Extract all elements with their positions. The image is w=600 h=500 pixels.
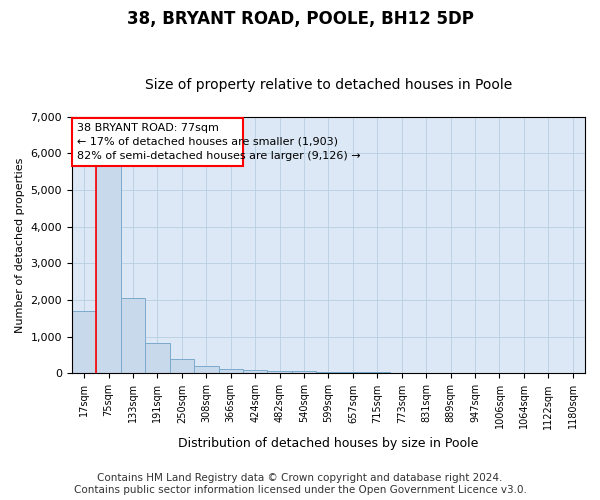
Text: ← 17% of detached houses are smaller (1,903): ← 17% of detached houses are smaller (1,… bbox=[77, 137, 338, 147]
Bar bbox=[72, 311, 97, 374]
Bar bbox=[341, 372, 365, 374]
Bar bbox=[316, 372, 341, 374]
FancyBboxPatch shape bbox=[72, 118, 243, 166]
Bar bbox=[145, 343, 170, 374]
Bar bbox=[365, 372, 389, 374]
Title: Size of property relative to detached houses in Poole: Size of property relative to detached ho… bbox=[145, 78, 512, 92]
Text: 38 BRYANT ROAD: 77sqm: 38 BRYANT ROAD: 77sqm bbox=[77, 123, 218, 133]
Bar bbox=[194, 366, 218, 374]
Bar bbox=[121, 298, 145, 374]
Bar bbox=[218, 368, 243, 374]
Y-axis label: Number of detached properties: Number of detached properties bbox=[15, 158, 25, 333]
Bar bbox=[243, 370, 268, 374]
Bar bbox=[292, 372, 316, 374]
Text: 82% of semi-detached houses are larger (9,126) →: 82% of semi-detached houses are larger (… bbox=[77, 150, 361, 160]
Bar bbox=[170, 359, 194, 374]
Text: Contains HM Land Registry data © Crown copyright and database right 2024.
Contai: Contains HM Land Registry data © Crown c… bbox=[74, 474, 526, 495]
Text: 38, BRYANT ROAD, POOLE, BH12 5DP: 38, BRYANT ROAD, POOLE, BH12 5DP bbox=[127, 10, 473, 28]
X-axis label: Distribution of detached houses by size in Poole: Distribution of detached houses by size … bbox=[178, 437, 479, 450]
Bar bbox=[268, 371, 292, 374]
Bar bbox=[97, 161, 121, 374]
